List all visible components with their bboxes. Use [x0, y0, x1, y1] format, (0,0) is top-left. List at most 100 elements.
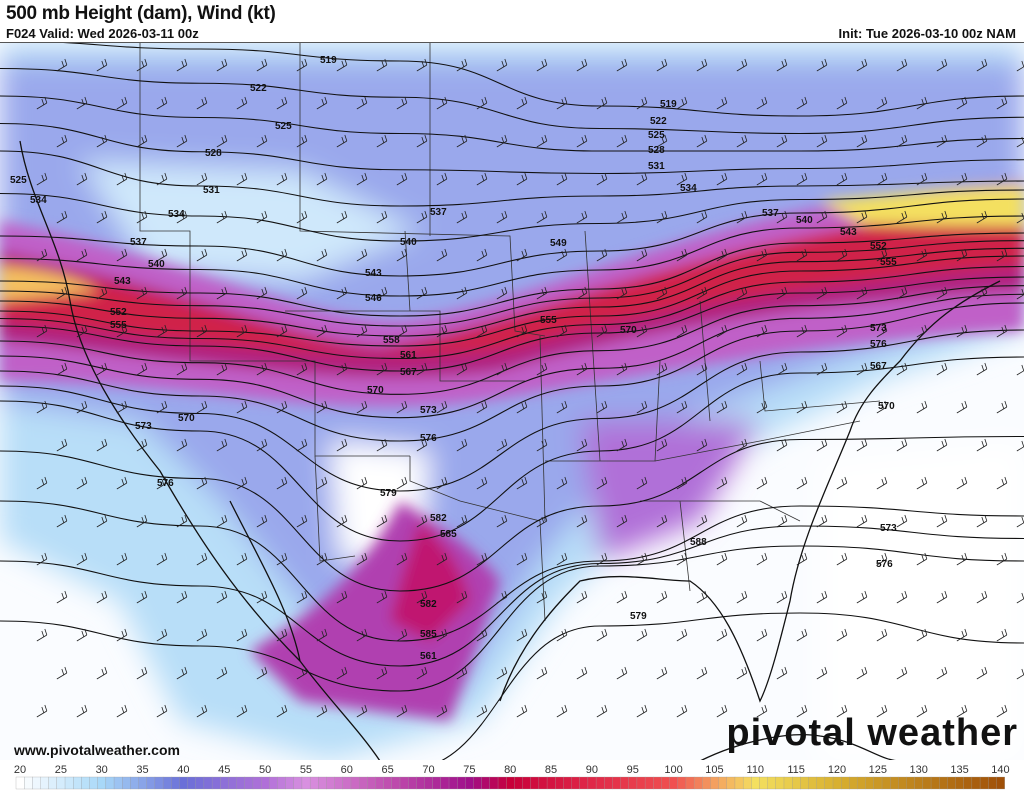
- wind-barb: [516, 172, 528, 186]
- wind-barb: [36, 552, 48, 566]
- wind-barb: [916, 324, 928, 338]
- wind-barb: [436, 96, 448, 110]
- wind-barb: [436, 324, 448, 338]
- wind-barb: [236, 400, 248, 414]
- wind-barb: [356, 400, 368, 414]
- colorbar-cell: [309, 776, 319, 790]
- website-link[interactable]: www.pivotalweather.com: [14, 742, 180, 758]
- colorbar-cell: [40, 776, 49, 790]
- colorbar-cell: [293, 776, 303, 790]
- wind-barb: [916, 704, 928, 718]
- wind-barb: [476, 324, 488, 338]
- wind-barb: [296, 362, 308, 376]
- contour-label: 534: [680, 183, 697, 194]
- wind-barb: [376, 286, 388, 300]
- contour-label: 579: [380, 488, 397, 499]
- colorbar-cell: [955, 776, 964, 790]
- wind-barb: [996, 476, 1008, 490]
- wind-barb: [256, 134, 268, 148]
- wind-barb: [556, 96, 568, 110]
- wind-barb: [976, 590, 988, 604]
- wind-barb: [296, 286, 308, 300]
- wind-barb: [436, 248, 448, 262]
- contour-549: [0, 247, 1024, 337]
- wind-barb: [136, 134, 148, 148]
- wind-barb: [476, 552, 488, 566]
- wind-barb: [36, 172, 48, 186]
- contour-564: [0, 293, 1024, 419]
- colorbar-cell: [906, 776, 915, 790]
- wind-barbs: [36, 58, 1024, 718]
- contour-label: 588: [690, 537, 707, 548]
- colorbar-tick-label: 60: [341, 764, 353, 776]
- wind-barb: [216, 134, 228, 148]
- wind-barb: [356, 628, 368, 642]
- colorbar-cell: [416, 776, 425, 790]
- colorbar-cell: [595, 776, 605, 790]
- state-borders: [139, 43, 881, 622]
- wind-barb: [536, 134, 548, 148]
- colorbar-cell: [350, 776, 360, 790]
- colorbar-cell: [15, 776, 25, 790]
- colorbar-cell: [514, 776, 523, 790]
- wind-barb: [296, 590, 308, 604]
- contour-label: 561: [420, 651, 437, 662]
- wind-barb: [696, 590, 708, 604]
- wind-barb: [116, 96, 128, 110]
- contour-label: 519: [660, 99, 677, 110]
- wind-barb: [676, 248, 688, 262]
- contour-540: [0, 215, 1024, 297]
- wind-barb: [656, 286, 668, 300]
- wind-barb: [596, 400, 608, 414]
- wind-barb: [516, 248, 528, 262]
- wind-barb: [356, 248, 368, 262]
- wind-barb: [156, 704, 168, 718]
- colorbar-cell: [939, 776, 948, 790]
- wind-barb: [36, 628, 48, 642]
- wind-barb: [336, 210, 348, 224]
- wind-barb: [976, 666, 988, 680]
- wind-barb: [836, 704, 848, 718]
- wind-barb: [616, 666, 628, 680]
- wind-barb: [656, 590, 668, 604]
- colorbar-cell: [816, 776, 826, 790]
- wind-barb: [476, 476, 488, 490]
- wind-barb: [916, 96, 928, 110]
- wind-barb: [456, 210, 468, 224]
- colorbar-cell: [604, 776, 613, 790]
- colorbar-cell: [162, 776, 172, 790]
- wind-barb: [276, 324, 288, 338]
- pivotal-weather-logo: pivotal weather: [726, 712, 1018, 754]
- wind-barb: [436, 552, 448, 566]
- colorbar-cell: [48, 776, 58, 790]
- wind-barb: [976, 286, 988, 300]
- colorbar-cell: [759, 776, 768, 790]
- wind-barb: [236, 628, 248, 642]
- contour-label: 552: [870, 241, 887, 252]
- wind-barb: [496, 438, 508, 452]
- wind-barb: [376, 362, 388, 376]
- contour-label: 543: [114, 276, 131, 287]
- wind-barb: [636, 704, 648, 718]
- wind-barb: [676, 324, 688, 338]
- wind-barb: [916, 172, 928, 186]
- wind-barb: [56, 286, 68, 300]
- colorbar-cell: [285, 776, 295, 790]
- wind-barb: [996, 96, 1008, 110]
- contour-579: [0, 500, 1024, 642]
- colorbar-cell: [661, 776, 670, 790]
- wind-barb: [536, 666, 548, 680]
- wind-barb: [356, 704, 368, 718]
- colorbar-cell: [563, 776, 572, 790]
- wind-barb: [996, 552, 1008, 566]
- colorbar-tick-label: 125: [869, 764, 887, 776]
- colorbar-cell: [277, 776, 286, 790]
- wind-barb: [876, 324, 888, 338]
- wind-barb: [176, 666, 188, 680]
- colorbar-cell: [73, 776, 82, 790]
- colorbar-cell: [334, 776, 344, 790]
- colorbar-cell: [481, 776, 491, 790]
- wind-barb: [596, 476, 608, 490]
- wind-barb: [36, 324, 48, 338]
- wind-barb: [256, 514, 268, 528]
